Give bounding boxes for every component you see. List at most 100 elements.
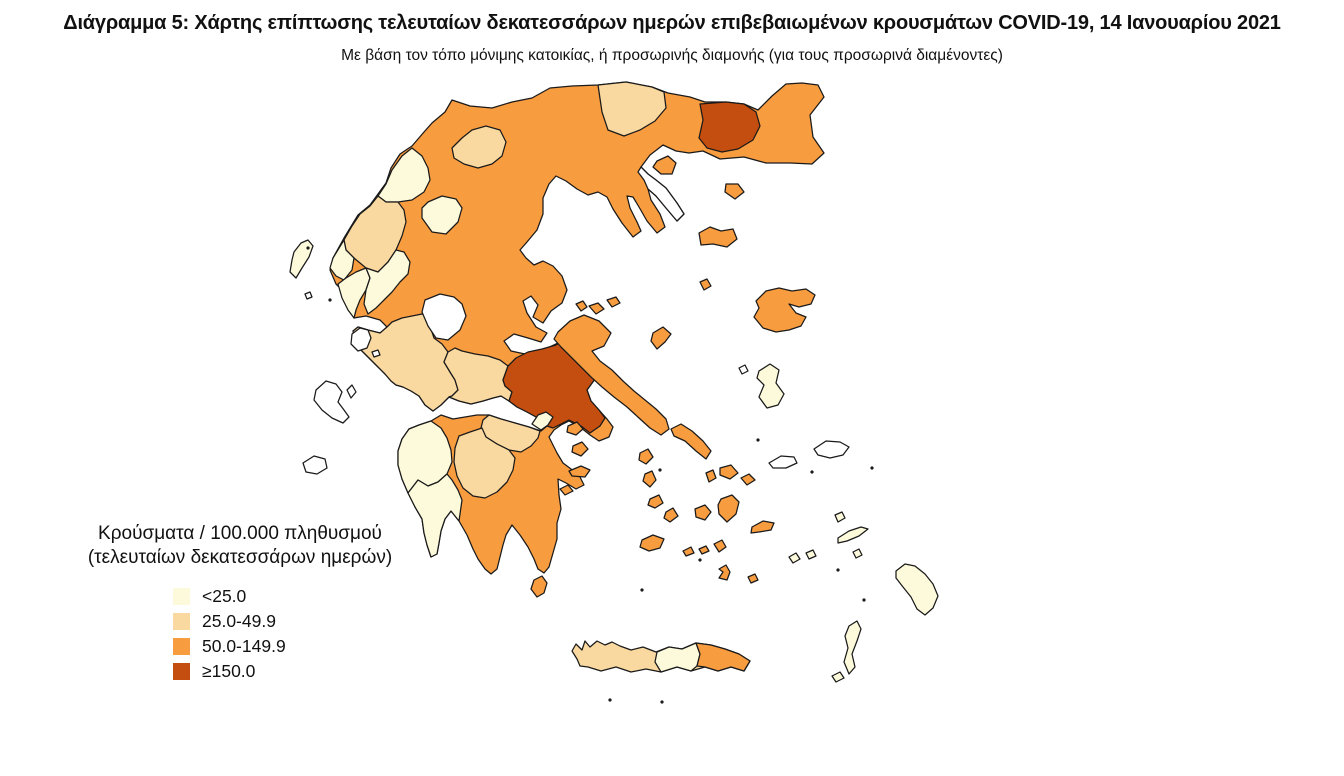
islet-dot-7 (810, 470, 814, 474)
region-andros (670, 423, 712, 460)
region-spetses (559, 484, 574, 496)
region-rhodes (895, 563, 939, 616)
region-agios-efstratios (699, 278, 712, 291)
region-crete-lasithi (695, 642, 751, 672)
legend-title-line1: Κρούσματα / 100.000 πληθυσμού (98, 523, 382, 544)
region-tinos (719, 464, 739, 480)
legend-row-c4: ≥150.0 (173, 659, 440, 684)
region-paxoi (304, 291, 313, 300)
region-kos (837, 526, 869, 544)
region-kea (638, 448, 654, 465)
region-serres (597, 81, 667, 137)
page-subtitle: Με βάση τον τόπο μόνιμης κατοικίας, ή πρ… (341, 47, 1003, 64)
legend-swatch-c2 (173, 613, 190, 630)
region-florina (451, 125, 507, 169)
region-ikaria (768, 455, 798, 469)
region-kefalonia (313, 380, 350, 424)
region-patmos (788, 552, 801, 564)
region-loutraki (531, 411, 554, 431)
legend-label-c3: 50.0-149.9 (202, 636, 286, 656)
region-grevena (421, 195, 463, 235)
legend-row-c3: 50.0-149.9 (173, 634, 440, 659)
islet-dot-5 (608, 698, 612, 702)
legend-label-c1: <25.0 (202, 586, 247, 606)
region-preveza (337, 267, 371, 319)
region-sikinos (698, 545, 710, 555)
legend-label-c2: 25.0-49.9 (202, 611, 276, 631)
region-limnos (698, 226, 738, 248)
region-sifnos (663, 507, 679, 523)
legend-label-c4: ≥150.0 (202, 661, 256, 681)
region-santorini (718, 564, 731, 581)
region-thasos (652, 155, 677, 175)
legend-swatch-c3 (173, 638, 190, 655)
region-arcadia (453, 427, 516, 499)
region-alonnisos (606, 296, 621, 308)
legend-row-c1: <25.0 (173, 584, 440, 609)
region-serifos (647, 494, 664, 509)
region-psara (738, 364, 749, 375)
region-aegina (571, 441, 589, 457)
region-folegandros (682, 546, 695, 557)
region-salamina (566, 421, 584, 436)
islet-dot-4 (862, 598, 866, 602)
region-kythnos (642, 470, 657, 488)
region-ioannina (343, 195, 407, 273)
region-ithaki (346, 384, 357, 399)
region-nisyros (852, 548, 863, 559)
islet-dot-11 (328, 298, 332, 302)
map-legend: Κρούσματα / 100.000 πληθυσμού (τελευταίω… (40, 522, 440, 684)
islet-dot-3 (640, 588, 644, 592)
region-kavala (698, 101, 761, 153)
islet-dot-10 (306, 246, 310, 250)
region-mykonos (740, 473, 756, 486)
islet-dot-0 (870, 466, 874, 470)
region-chios (756, 363, 785, 409)
region-samos (813, 440, 850, 459)
islet-dot-1 (756, 438, 760, 442)
region-anafi (747, 573, 759, 584)
islet-dot-8 (836, 568, 840, 572)
region-zagori (377, 147, 431, 203)
legend-swatch-c1 (173, 588, 190, 605)
region-amorgos (750, 520, 775, 534)
region-samothraki (724, 183, 745, 200)
region-milos (639, 534, 665, 552)
region-karpathos (843, 620, 862, 675)
region-kythira (530, 575, 548, 598)
islet-dot-9 (658, 468, 662, 472)
legend-swatch-c4 (173, 663, 190, 680)
region-skiathos (575, 300, 588, 312)
region-lefkada (350, 327, 372, 352)
legend-row-c2: 25.0-49.9 (173, 609, 440, 634)
region-naxos (717, 494, 740, 523)
region-lesvos (753, 287, 816, 333)
islet-dot-2 (698, 558, 702, 562)
region-evia (553, 314, 670, 436)
region-fokida (443, 347, 513, 405)
region-corfu (289, 239, 314, 279)
region-meganisi (371, 349, 381, 358)
region-skyros (650, 326, 672, 350)
region-zakynthos (302, 455, 328, 475)
region-syros (705, 469, 717, 483)
islet-dot-6 (660, 700, 664, 704)
region-evrytania (421, 293, 467, 341)
region-leros (834, 511, 846, 523)
region-thesprotia (329, 239, 355, 281)
legend-rows: <25.0 25.0-49.9 50.0-149.9 ≥150.0 (40, 584, 440, 684)
region-athos (637, 166, 685, 222)
region-paros (694, 504, 712, 521)
region-kasos (831, 671, 845, 683)
region-messinia (407, 473, 463, 558)
region-arta (363, 249, 411, 315)
region-astypalaia (805, 549, 817, 560)
legend-title-line2: (τελευταίων δεκατεσσάρων ημερών) (87, 547, 393, 568)
region-skopelos (588, 302, 605, 315)
page-title: Διάγραμμα 5: Χάρτης επίπτωσης τελευταίων… (63, 12, 1281, 34)
region-crete-heraklion (654, 642, 701, 673)
region-hydra (568, 465, 591, 478)
region-ios (713, 539, 727, 553)
